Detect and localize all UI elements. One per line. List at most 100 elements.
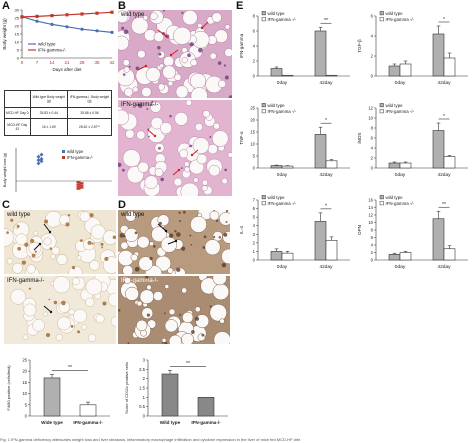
arrow-indicator [43, 305, 52, 313]
lipid-droplet [26, 264, 36, 274]
lipid-droplet [182, 10, 198, 26]
lipid-droplet [138, 256, 153, 271]
legend-swatch [379, 103, 384, 108]
lipid-droplet [192, 137, 210, 154]
lipid-droplet [6, 258, 13, 265]
y-tick-label: 0 [253, 74, 256, 79]
lipid-droplet [180, 182, 199, 196]
y-tick-label: 0 [25, 414, 28, 419]
stained-cell [71, 266, 76, 270]
legend-label: wild type [38, 42, 56, 47]
lipid-droplet [190, 59, 198, 67]
stained-cell [209, 135, 212, 138]
lipid-droplet [208, 164, 221, 177]
lipid-droplet [144, 175, 159, 190]
micrograph-c-ifn-image [4, 276, 116, 344]
table-header-cell: Wild type Body weight (g) [29, 89, 68, 109]
legend-swatch [62, 150, 65, 153]
y-axis-label: Body weight loss (g) [3, 152, 7, 187]
y-tick-label: 2 [371, 156, 374, 161]
lipid-droplet [45, 210, 62, 228]
stained-cell [101, 246, 104, 249]
micrograph-c-wild-type: wild type [4, 210, 116, 274]
data-point [39, 152, 44, 157]
stained-cell [223, 232, 228, 237]
lipid-droplet [209, 52, 217, 60]
lipid-droplet [209, 210, 220, 221]
stained-cell [70, 324, 74, 328]
x-tick-label: 42day [437, 80, 451, 86]
data-point [110, 30, 114, 34]
y-tick-label: 6 [371, 235, 374, 240]
bar [443, 156, 456, 169]
y-tick-label: 25 [15, 16, 20, 21]
stained-cell [168, 233, 174, 238]
y-tick-label: 15 [22, 380, 27, 385]
x-tick-label: 42day [437, 264, 451, 270]
lipid-droplet [88, 333, 97, 342]
lipid-droplet [227, 152, 232, 158]
legend-label: IFN-gamma -/- [386, 17, 415, 22]
y-axis-label: iNOS [357, 133, 362, 144]
bar [388, 65, 401, 77]
y-tick-label: 25 [250, 106, 255, 111]
lipid-droplet [150, 101, 162, 113]
panel-label-a: A [2, 0, 10, 12]
lipid-droplet [179, 149, 189, 159]
lipid-droplet [137, 235, 150, 249]
lipid-droplet [213, 122, 220, 130]
lipid-droplet [118, 35, 130, 51]
bar [443, 57, 456, 77]
lipid-droplet [85, 297, 95, 307]
y-axis-label: IL-4 [239, 226, 244, 234]
lipid-droplet [120, 241, 129, 250]
bar [281, 74, 294, 77]
y-axis-label: F4/80 positive (cells/field) [6, 365, 11, 411]
stained-cell [91, 242, 94, 245]
lipid-droplet [141, 307, 154, 320]
lipid-droplet [52, 276, 71, 294]
lipid-droplet [33, 230, 39, 236]
lipid-droplet [202, 110, 210, 118]
chart-a-weight-dots: Body weight loss (g) wild typeIFN-gamma-/… [3, 148, 112, 192]
stained-cell [225, 210, 229, 213]
stained-cell [181, 246, 186, 251]
y-tick-label: 12 [368, 106, 373, 111]
stained-cell [169, 114, 172, 118]
lipid-droplet [193, 177, 199, 183]
bar [399, 162, 412, 169]
lipid-droplet [219, 212, 230, 226]
stained-cell [87, 240, 92, 245]
lipid-droplet [81, 324, 88, 330]
lipid-droplet [182, 311, 194, 324]
stained-cell [203, 235, 207, 239]
stained-cell [123, 29, 129, 35]
stained-cell [151, 100, 154, 103]
lipid-droplet [125, 210, 137, 222]
micrograph-label: IFN-gamma-/- [7, 278, 45, 284]
lipid-droplet [90, 224, 106, 240]
stained-cell [221, 262, 227, 268]
lipid-droplet [56, 254, 68, 266]
stained-cell [187, 53, 191, 58]
stained-cell [24, 242, 29, 247]
bar [161, 373, 179, 417]
table-cell: 28.62 ± 2.87** [66, 117, 113, 137]
y-tick-label: 5 [253, 215, 256, 220]
stained-cell [34, 250, 37, 253]
y-tick-label: 8 [253, 14, 256, 19]
stained-cell [218, 236, 222, 239]
y-tick-label: 0 [371, 258, 374, 263]
chart-e-ifn-gamma: 0 2 4 6 8 IFN-gamma 0day 42day ** wild typeIFN-ga… [239, 11, 350, 86]
data-point [110, 10, 114, 14]
table-row: MCD-HF Day 0 25.83 ± 0.44 25.68 ± 0.56 [4, 107, 113, 119]
lipid-droplet [190, 87, 208, 98]
arrow-head [169, 53, 173, 57]
stained-cell [202, 246, 206, 249]
chart-e-opn: 0 2 4 6 8 10 12 14 16 OPN 0day 42day ** wild typeIFN-… [357, 195, 468, 270]
arrow-indicator [157, 223, 167, 232]
arrow-head [164, 229, 168, 233]
y-tick-label: 2.5 [139, 367, 145, 372]
lipid-droplet [137, 161, 149, 173]
y-axis-label: TGF-β [357, 39, 362, 53]
